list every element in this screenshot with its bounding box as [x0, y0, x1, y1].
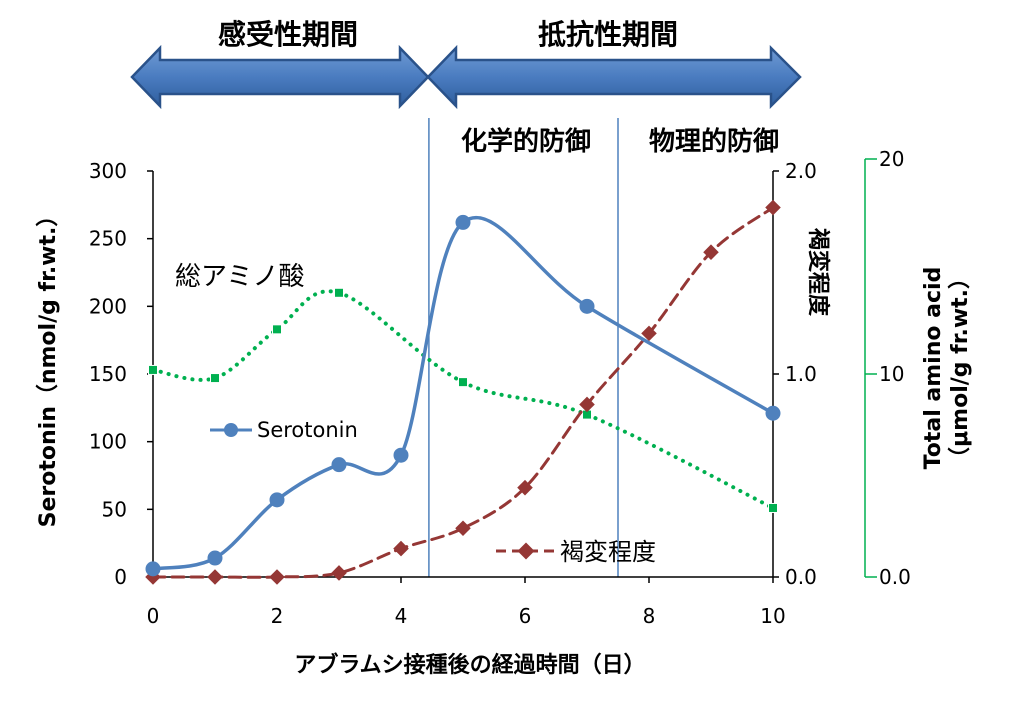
browning-axis-tick-label: 2.0: [785, 159, 817, 183]
series-point: [210, 373, 220, 384]
series-point: [145, 561, 161, 577]
series-point: [331, 565, 347, 581]
left-axis-tick-label: 200: [89, 294, 127, 318]
series-point: [207, 569, 223, 585]
amino-axis-tick-label: 20: [879, 147, 904, 171]
x-axis-tick-label: 2: [271, 604, 284, 628]
series-point: [455, 520, 471, 537]
series-point: [269, 492, 285, 508]
series-point: [334, 287, 344, 298]
series-point: [269, 569, 285, 585]
left-axis-title: Serotonin（nmol/g fr.wt.）: [36, 205, 61, 528]
series-point: [393, 540, 409, 557]
series-point: [458, 377, 468, 388]
browning-legend-label: 褐変程度: [560, 538, 656, 566]
left-axis-tick-label: 100: [89, 430, 127, 454]
series-point: [207, 550, 223, 566]
period-label-resistant: 抵抗性期間: [538, 18, 678, 51]
x-axis-tick-label: 10: [760, 604, 785, 628]
amino-axis-tick-label: 0.0: [879, 565, 911, 589]
series-point: [455, 214, 471, 230]
x-axis-tick-label: 6: [519, 604, 532, 628]
series-1: [145, 199, 781, 585]
serotonin-legend-label: Serotonin: [257, 418, 358, 442]
browning-axis-tick-label: 0.0: [785, 565, 817, 589]
period-arrows: [130, 44, 802, 110]
series-point: [393, 447, 409, 463]
series-point: [148, 364, 158, 375]
series-point: [331, 457, 347, 473]
x-axis-title: アブラムシ接種後の経過時間（日）: [294, 652, 645, 678]
serotonin-legend: Serotonin: [210, 418, 358, 442]
x-axis-tick-label: 4: [395, 604, 408, 628]
x-axis-tick-label: 8: [643, 604, 656, 628]
series-point: [765, 199, 781, 216]
left-axis-tick-label: 50: [102, 497, 127, 521]
serotonin-legend-marker: [224, 423, 238, 437]
series-0: [145, 214, 781, 577]
series-point: [272, 324, 282, 335]
amino-axis-tick-label: 10: [879, 362, 904, 386]
x-axis-tick-label: 0: [147, 604, 160, 628]
series-point: [703, 244, 719, 260]
left-axis-tick-label: 0: [114, 565, 127, 589]
left-axis-tick-label: 150: [89, 362, 127, 386]
browning-axis-tick-label: 1.0: [785, 362, 817, 386]
amino-annotation: 総アミノ酸: [175, 262, 304, 292]
period-arrow-susceptible: [130, 44, 430, 110]
amino-axis-title-line1: Total amino acid: [921, 267, 946, 470]
series-point: [579, 298, 595, 314]
left-axis-tick-label: 300: [89, 159, 127, 183]
left-axis-tick-label: 250: [89, 227, 127, 251]
browning-legend: 褐変程度: [496, 538, 656, 566]
phase-label-chemical: 化学的防御: [461, 126, 591, 157]
series-layer: [145, 199, 781, 585]
period-label-susceptible: 感受性期間: [218, 18, 358, 51]
phase-divider-lines: [428, 118, 619, 577]
series-2: [148, 287, 778, 513]
series-point: [765, 405, 781, 421]
phase-label-physical: 物理的防御: [649, 126, 779, 157]
period-arrow-resistant: [426, 44, 802, 110]
browning-legend-marker: [517, 542, 535, 560]
amino-axis-title-line2: （μmol/g fr.wt.）: [948, 267, 973, 469]
series-line: [151, 289, 775, 510]
browning-axis-title: 褐変程度: [805, 227, 831, 317]
series-point: [768, 502, 778, 513]
